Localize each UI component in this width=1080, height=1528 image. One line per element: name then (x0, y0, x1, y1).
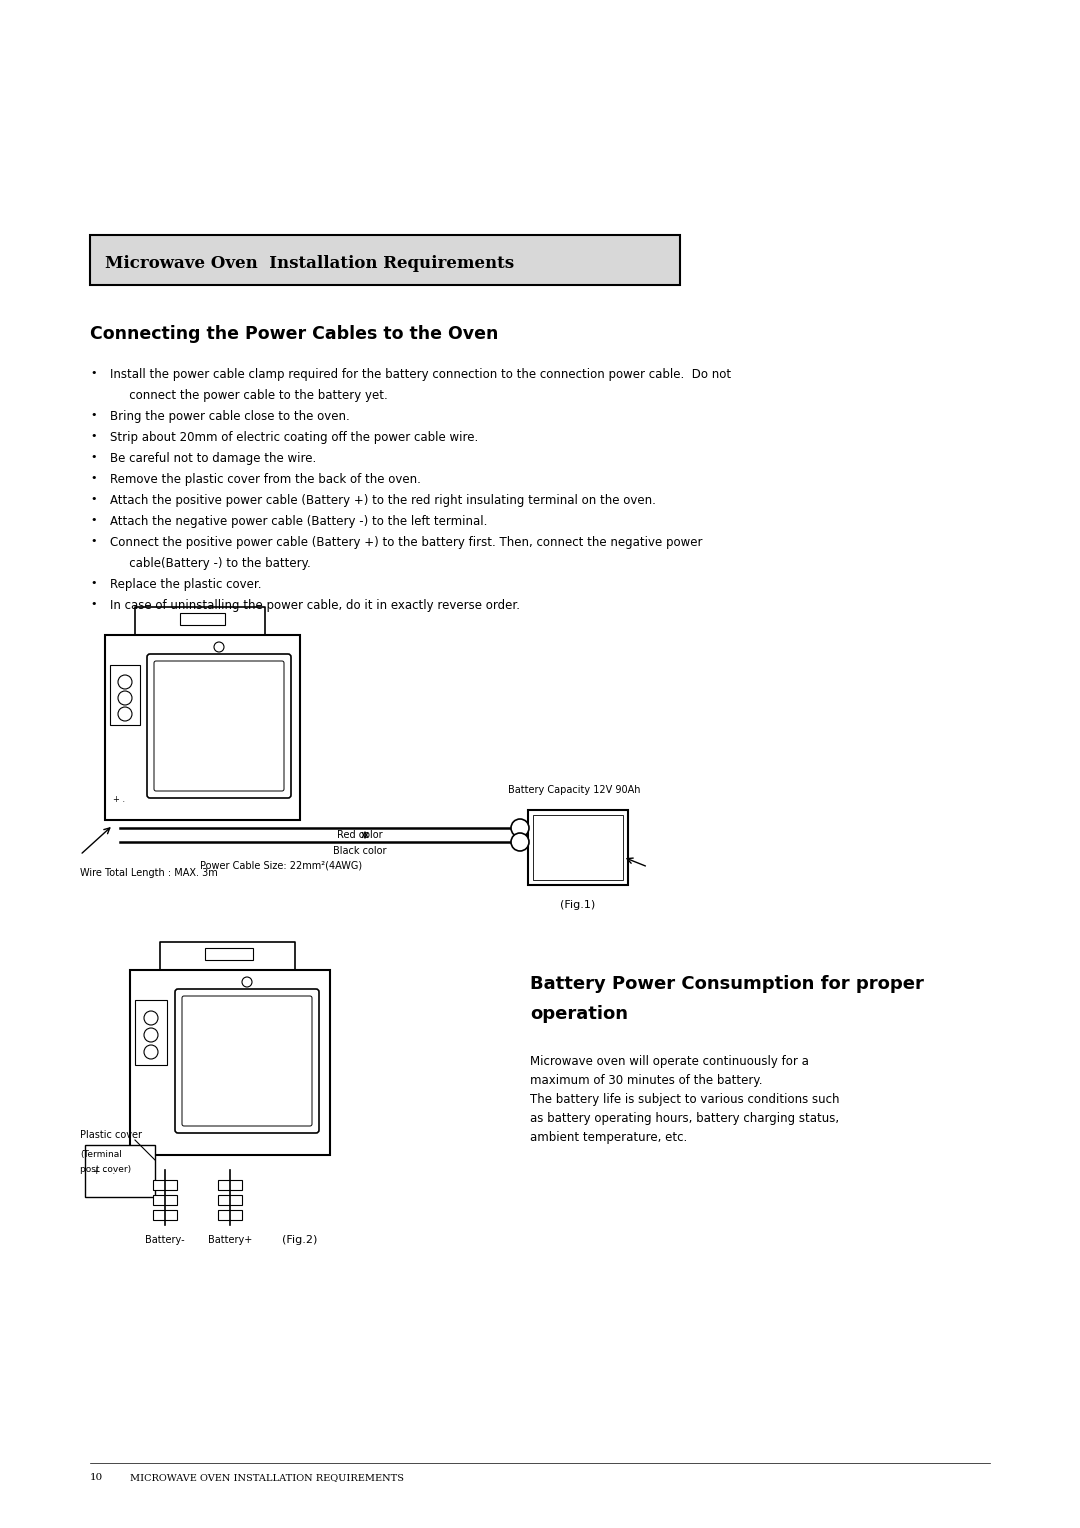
Text: •: • (90, 474, 96, 483)
Bar (153, 1195, 177, 1206)
Text: 10: 10 (90, 1473, 104, 1482)
Text: •: • (90, 599, 96, 610)
Text: Replace the plastic cover.: Replace the plastic cover. (110, 578, 261, 591)
FancyBboxPatch shape (183, 996, 312, 1126)
FancyBboxPatch shape (154, 662, 284, 792)
Text: •: • (90, 536, 96, 545)
Text: Attach the negative power cable (Battery -) to the left terminal.: Attach the negative power cable (Battery… (110, 515, 487, 529)
Text: •: • (90, 368, 96, 377)
Text: Strip about 20mm of electric coating off the power cable wire.: Strip about 20mm of electric coating off… (110, 431, 478, 445)
Circle shape (118, 691, 132, 704)
Circle shape (118, 707, 132, 721)
Bar (205, 947, 253, 960)
Bar (534, 814, 623, 880)
Text: Remove the plastic cover from the back of the oven.: Remove the plastic cover from the back o… (110, 474, 421, 486)
Text: •: • (90, 431, 96, 442)
Bar (218, 1210, 242, 1219)
Text: Bring the power cable close to the oven.: Bring the power cable close to the oven. (110, 410, 350, 423)
Bar (180, 613, 225, 625)
Text: Attach the positive power cable (Battery +) to the red right insulating terminal: Attach the positive power cable (Battery… (110, 494, 656, 507)
Text: •: • (90, 578, 96, 588)
Text: MICROWAVE OVEN INSTALLATION REQUIREMENTS: MICROWAVE OVEN INSTALLATION REQUIREMENTS (130, 1473, 404, 1482)
Bar (528, 810, 627, 885)
Circle shape (144, 1045, 158, 1059)
Bar (153, 1210, 177, 1219)
Text: Power Cable Size: 22mm²(4AWG): Power Cable Size: 22mm²(4AWG) (200, 860, 362, 869)
Text: Microwave oven will operate continuously for a: Microwave oven will operate continuously… (530, 1054, 809, 1068)
Text: post cover): post cover) (80, 1164, 131, 1174)
Text: •: • (90, 452, 96, 461)
Text: Be careful not to damage the wire.: Be careful not to damage the wire. (110, 452, 316, 465)
Circle shape (511, 833, 529, 851)
Circle shape (118, 675, 132, 689)
Text: (Fig.2): (Fig.2) (282, 1235, 318, 1245)
Bar (130, 970, 330, 1155)
Text: (Fig.1): (Fig.1) (561, 900, 596, 911)
Text: maximum of 30 minutes of the battery.: maximum of 30 minutes of the battery. (530, 1074, 762, 1086)
Text: Install the power cable clamp required for the battery connection to the connect: Install the power cable clamp required f… (110, 368, 731, 380)
Text: Connecting the Power Cables to the Oven: Connecting the Power Cables to the Oven (90, 325, 498, 342)
Text: Connect the positive power cable (Battery +) to the battery first. Then, connect: Connect the positive power cable (Batter… (110, 536, 702, 549)
Circle shape (144, 1028, 158, 1042)
Text: (Terminal: (Terminal (80, 1151, 122, 1160)
Text: •: • (90, 515, 96, 526)
Circle shape (214, 642, 224, 652)
Text: Microwave Oven  Installation Requirements: Microwave Oven Installation Requirements (105, 255, 514, 272)
Bar (135, 999, 167, 1065)
Bar (218, 1180, 242, 1190)
Text: Battery Capacity 12V 90Ah: Battery Capacity 12V 90Ah (508, 785, 640, 795)
Bar (90, 235, 680, 286)
Bar (110, 665, 140, 724)
Text: Battery+: Battery+ (207, 1235, 252, 1245)
Text: Battery-: Battery- (145, 1235, 185, 1245)
Circle shape (242, 976, 252, 987)
Text: operation: operation (530, 1005, 627, 1024)
Text: Plastic cover: Plastic cover (80, 1131, 141, 1140)
Circle shape (511, 819, 529, 837)
Text: +: + (516, 824, 524, 833)
Bar (105, 636, 300, 821)
Circle shape (144, 1012, 158, 1025)
Text: + .: + . (113, 795, 125, 804)
Bar (153, 1180, 177, 1190)
Bar (85, 1144, 156, 1196)
Text: as battery operating hours, battery charging status,: as battery operating hours, battery char… (530, 1112, 839, 1125)
Text: •: • (90, 494, 96, 504)
FancyBboxPatch shape (175, 989, 319, 1132)
Text: In case of uninstalling the power cable, do it in exactly reverse order.: In case of uninstalling the power cable,… (110, 599, 519, 613)
Bar (218, 1195, 242, 1206)
Text: Red color: Red color (337, 830, 382, 840)
FancyBboxPatch shape (147, 654, 291, 798)
Text: -: - (518, 837, 522, 847)
Text: + -  .: + - . (93, 1166, 116, 1175)
Text: Battery Power Consumption for proper: Battery Power Consumption for proper (530, 975, 923, 993)
Text: ambient temperature, etc.: ambient temperature, etc. (530, 1131, 687, 1144)
Text: Wire Total Length : MAX. 3m: Wire Total Length : MAX. 3m (80, 868, 218, 879)
Text: The battery life is subject to various conditions such: The battery life is subject to various c… (530, 1093, 839, 1106)
Text: •: • (90, 410, 96, 420)
Text: connect the power cable to the battery yet.: connect the power cable to the battery y… (118, 390, 388, 402)
Text: cable(Battery -) to the battery.: cable(Battery -) to the battery. (118, 558, 311, 570)
Text: Black color: Black color (334, 847, 387, 856)
